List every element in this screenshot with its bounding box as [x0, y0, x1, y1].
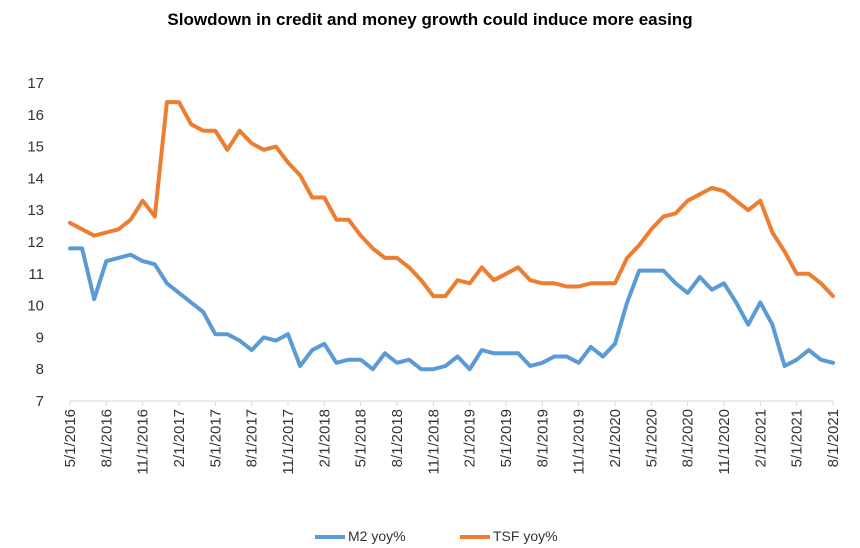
x-tick-label: 11/1/2018 — [425, 409, 442, 475]
x-tick-label: 2/1/2018 — [316, 409, 333, 467]
x-tick-label: 11/1/2017 — [280, 409, 297, 475]
x-tick-label: 5/1/2017 — [207, 409, 224, 467]
y-tick-label: 16 — [27, 107, 44, 124]
x-tick-label: 5/1/2019 — [498, 409, 515, 467]
x-tick-label: 8/1/2018 — [389, 409, 406, 467]
chart-title: Slowdown in credit and money growth coul… — [167, 10, 693, 29]
legend-label: M2 yoy% — [348, 528, 406, 544]
y-tick-label: 8 — [36, 361, 44, 378]
x-tick-label: 8/1/2020 — [680, 409, 697, 467]
x-tick-label: 2/1/2021 — [752, 409, 769, 467]
x-tick-label: 8/1/2021 — [825, 409, 842, 467]
y-tick-label: 15 — [27, 139, 44, 156]
x-tick-label: 11/1/2016 — [135, 409, 152, 475]
x-tick-label: 2/1/2017 — [171, 409, 188, 467]
series-line-tsf — [68, 100, 835, 299]
x-tick-label: 5/1/2018 — [353, 409, 370, 467]
y-tick-label: 9 — [36, 329, 44, 346]
x-tick-label: 11/1/2020 — [716, 409, 733, 475]
chart-legend: M2 yoy% TSF yoy% — [315, 528, 558, 544]
y-tick-label: 17 — [27, 75, 44, 92]
y-tick-label: 7 — [36, 393, 44, 410]
y-tick-label: 11 — [28, 266, 44, 283]
x-tick-label: 11/1/2019 — [571, 409, 588, 475]
x-tick-label: 8/1/2019 — [534, 409, 551, 467]
x-tick-label: 5/1/2016 — [62, 409, 79, 467]
y-tick-label: 10 — [27, 298, 44, 315]
chart-axes: 7 8 9 10 11 12 13 14 15 16 17 5/1/2016 8/1/2016 11/1/… — [27, 75, 842, 475]
x-tick-label: 2/1/2020 — [607, 409, 624, 467]
y-tick-label: 12 — [27, 234, 44, 251]
y-tick-label: 13 — [27, 202, 44, 219]
x-tick-label: 5/1/2020 — [643, 409, 660, 467]
legend-label: TSF yoy% — [493, 528, 558, 544]
x-tick-label: 8/1/2016 — [98, 409, 115, 467]
series-line-m2 — [68, 246, 835, 372]
x-tick-label: 2/1/2019 — [462, 409, 479, 467]
x-tick-label: 5/1/2021 — [789, 409, 806, 467]
x-tick-label: 8/1/2017 — [244, 409, 261, 467]
chart-series — [68, 100, 835, 372]
y-tick-label: 14 — [27, 170, 44, 187]
